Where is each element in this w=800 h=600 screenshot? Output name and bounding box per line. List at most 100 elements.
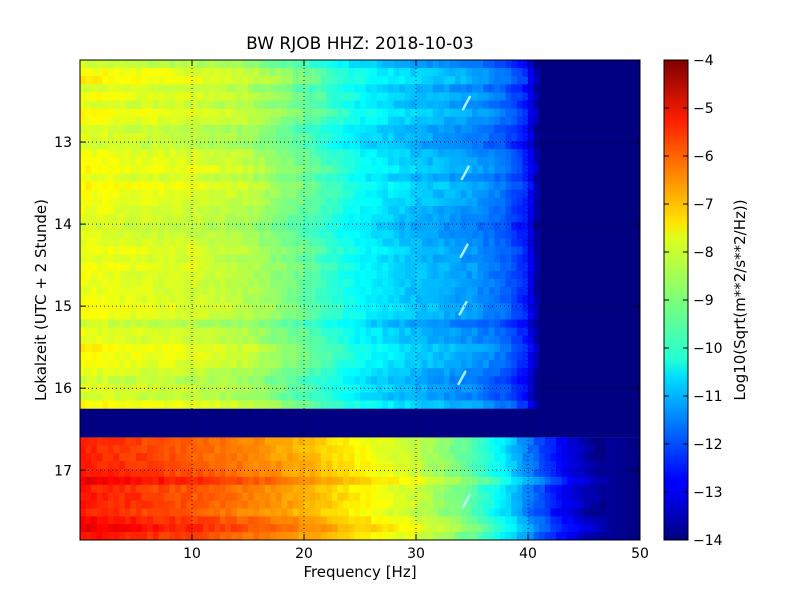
heatmap-cell [80, 254, 87, 264]
heatmap-cell [281, 189, 288, 199]
heatmap-cell [304, 205, 311, 215]
heatmap-cell [169, 335, 176, 345]
heatmap-cell [292, 230, 299, 240]
heatmap-cell [158, 100, 165, 110]
heatmap-cell [544, 400, 551, 410]
heatmap-cell [477, 437, 484, 446]
heatmap-cell [304, 214, 311, 223]
heatmap-cell [147, 157, 154, 167]
heatmap-cell [276, 124, 283, 134]
heatmap-cell [147, 384, 154, 394]
heatmap-cell [584, 84, 591, 94]
heatmap-cell [427, 360, 434, 369]
heatmap-cell [472, 376, 479, 385]
heatmap-cell [298, 392, 305, 402]
heatmap-cell [326, 335, 333, 345]
heatmap-cell [264, 108, 271, 118]
heatmap-cell [578, 222, 585, 231]
heatmap-cell [438, 484, 445, 494]
heatmap-cell [500, 189, 507, 199]
heatmap-cell [164, 278, 171, 288]
heatmap-cell [108, 205, 115, 215]
heatmap-cell [488, 453, 495, 462]
heatmap-cell [220, 108, 227, 118]
heatmap-cell [214, 214, 221, 223]
heatmap-cell [130, 60, 137, 69]
heatmap-cell [522, 453, 529, 462]
heatmap-cell [130, 376, 137, 385]
heatmap-cell [231, 197, 238, 207]
heatmap-cell [152, 92, 159, 102]
heatmap-cell [455, 149, 462, 158]
heatmap-cell [108, 181, 115, 191]
heatmap-cell [634, 343, 640, 353]
heatmap-cell [343, 368, 350, 377]
heatmap-cell [141, 384, 148, 394]
heatmap-cell [365, 392, 372, 402]
heatmap-cell [539, 230, 546, 240]
heatmap-cell [337, 76, 344, 85]
heatmap-cell [214, 384, 221, 394]
heatmap-cell [192, 270, 199, 280]
heatmap-cell [567, 376, 574, 385]
heatmap-cell [550, 254, 557, 264]
heatmap-cell [80, 384, 87, 394]
heatmap-cell [388, 319, 395, 329]
heatmap-cell [343, 173, 350, 183]
heatmap-cell [488, 205, 495, 215]
heatmap-cell [158, 197, 165, 207]
heatmap-cell [281, 262, 288, 272]
heatmap-cell [533, 60, 540, 69]
heatmap-cell [556, 437, 563, 446]
heatmap-cell [270, 335, 277, 345]
heatmap-cell [416, 181, 423, 191]
heatmap-cell [623, 254, 630, 264]
heatmap-cell [472, 100, 479, 110]
heatmap-cell [365, 68, 372, 77]
heatmap-cell [567, 437, 574, 446]
heatmap-cell [264, 205, 271, 215]
heatmap-cell [164, 311, 171, 321]
heatmap-cell [141, 319, 148, 329]
heatmap-cell [225, 287, 232, 296]
heatmap-cell [253, 484, 260, 494]
heatmap-cell [259, 476, 266, 486]
heatmap-cell [253, 157, 260, 167]
heatmap-cell [348, 214, 355, 223]
heatmap-cell [516, 181, 523, 191]
heatmap-cell [203, 351, 210, 361]
heatmap-cell [259, 319, 266, 329]
heatmap-cell [606, 230, 613, 240]
heatmap-cell [376, 222, 383, 231]
heatmap-cell [410, 476, 417, 486]
heatmap-cell [192, 453, 199, 462]
heatmap-cell [371, 197, 378, 207]
heatmap-cell [270, 100, 277, 110]
heatmap-cell [147, 100, 154, 110]
heatmap-cell [516, 311, 523, 321]
heatmap-cell [477, 141, 484, 150]
heatmap-cell [360, 116, 367, 126]
heatmap-cell [343, 461, 350, 470]
heatmap-cell [102, 60, 109, 69]
heatmap-cell [298, 116, 305, 126]
heatmap-cell [589, 124, 596, 134]
heatmap-cell [130, 100, 137, 110]
heatmap-cell [130, 400, 137, 410]
heatmap-cell [528, 108, 535, 118]
heatmap-cell [214, 303, 221, 312]
heatmap-cell [561, 468, 568, 478]
heatmap-cell [617, 108, 624, 118]
heatmap-cell [556, 335, 563, 345]
heatmap-cell [354, 173, 361, 183]
heatmap-cell [309, 124, 316, 134]
heatmap-cell [511, 197, 518, 207]
heatmap-cell [203, 116, 210, 126]
heatmap-cell [511, 453, 518, 462]
heatmap-cell [634, 262, 640, 272]
heatmap-cell [600, 197, 607, 207]
heatmap-cell [477, 157, 484, 167]
heatmap-cell [124, 108, 131, 118]
heatmap-cell [270, 189, 277, 199]
heatmap-cell [152, 484, 159, 494]
